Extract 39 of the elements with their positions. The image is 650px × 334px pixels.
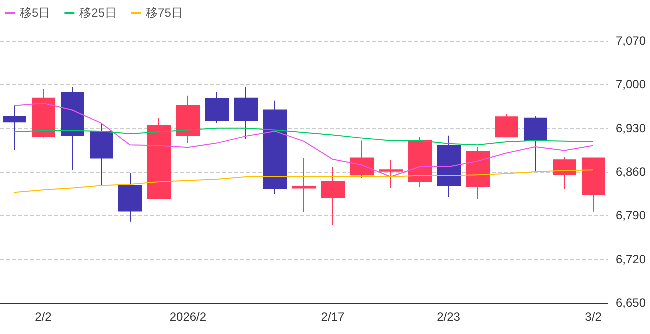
x-tick-label: 2/2 [35,310,52,324]
candlestick [263,100,287,195]
line-series [14,128,594,146]
legend-label: 移75日 [146,6,184,20]
candlestick [118,172,142,222]
x-tick-label: 3/2 [585,310,602,324]
x-tick-label: 2026/2 [170,310,207,324]
candlestick [292,158,316,214]
candlestick [61,86,84,171]
y-tick-label: 6,650 [616,296,646,310]
candlestick [553,156,576,190]
y-tick-label: 6,860 [616,165,646,179]
y-tick-label: 7,070 [616,34,646,48]
candlestick [32,88,55,138]
line-series [14,102,594,178]
line-series [14,170,594,194]
candlestick [350,140,374,179]
x-tick-label: 2/17 [321,310,345,324]
y-tick-label: 6,790 [616,208,646,223]
y-tick-label: 7,000 [616,78,646,92]
y-tick-label: 6,930 [616,121,646,136]
candlestick [437,135,461,198]
x-tick-label: 2/23 [437,310,461,324]
candlestick [408,136,432,188]
candlestick [582,158,605,212]
legend-label: 移25日 [80,6,118,20]
candlestick [379,160,403,189]
legend-label: 移5日 [20,6,51,20]
candlestick [524,116,547,172]
candlestick [205,92,229,124]
candlestick [176,95,200,144]
candlestick [321,166,345,226]
candlestick [3,104,26,151]
candlestick [234,86,258,140]
y-tick-label: 6,720 [616,252,646,266]
candlestick [466,146,490,200]
candlestick [90,122,113,186]
candlestick [495,113,518,138]
candlestick [147,118,171,200]
